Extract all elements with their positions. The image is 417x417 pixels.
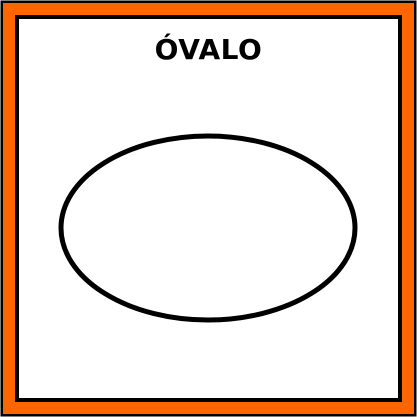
pictogram-title: ÓVALO [154, 33, 263, 66]
oval-shape [58, 133, 358, 323]
